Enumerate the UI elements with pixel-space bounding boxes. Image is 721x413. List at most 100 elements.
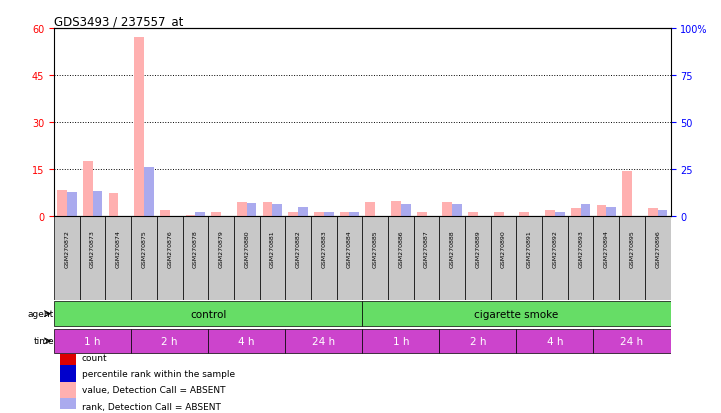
Bar [237, 203, 247, 217]
Bar [439, 329, 516, 353]
Bar [134, 38, 144, 217]
Bar [619, 217, 645, 300]
Bar [57, 190, 67, 217]
Bar [452, 204, 462, 217]
Text: 24 h: 24 h [621, 336, 644, 346]
Bar [542, 217, 568, 300]
Text: control: control [190, 309, 226, 319]
Bar [580, 204, 590, 217]
Bar [286, 217, 311, 300]
Bar [571, 209, 580, 217]
Text: agent: agent [28, 309, 54, 318]
Bar [606, 207, 616, 217]
Text: GSM270884: GSM270884 [347, 229, 352, 267]
Text: GSM270874: GSM270874 [116, 229, 121, 267]
Bar [80, 217, 105, 300]
Text: GSM270879: GSM270879 [218, 229, 224, 267]
Bar [516, 217, 542, 300]
Text: GSM270878: GSM270878 [193, 229, 198, 267]
Bar [144, 168, 154, 217]
Bar [61, 349, 76, 366]
Bar [363, 217, 388, 300]
Bar [593, 217, 619, 300]
Text: GSM270891: GSM270891 [527, 229, 532, 267]
Bar [247, 204, 257, 217]
Text: 24 h: 24 h [312, 336, 335, 346]
Text: GSM270895: GSM270895 [629, 229, 634, 267]
Bar [645, 217, 671, 300]
Bar [350, 212, 359, 217]
Bar [61, 366, 76, 382]
Bar [61, 398, 76, 413]
Bar [596, 206, 606, 217]
Bar [555, 212, 565, 217]
Text: percentile rank within the sample: percentile rank within the sample [81, 369, 235, 378]
Text: rank, Detection Call = ABSENT: rank, Detection Call = ABSENT [81, 402, 221, 411]
Bar [273, 204, 282, 217]
Bar [109, 193, 118, 217]
Bar [491, 217, 516, 300]
Bar [288, 212, 298, 217]
Bar [340, 212, 350, 217]
Bar [391, 201, 401, 217]
Bar [388, 217, 414, 300]
Bar [414, 217, 439, 300]
Bar [516, 329, 593, 353]
Bar [520, 212, 529, 217]
Text: time: time [33, 337, 54, 346]
Bar [92, 192, 102, 217]
Bar [54, 329, 131, 353]
Bar [131, 329, 208, 353]
Text: GSM270888: GSM270888 [450, 229, 455, 267]
Bar [61, 382, 76, 398]
Bar [593, 329, 671, 353]
Bar [337, 217, 363, 300]
Text: 2 h: 2 h [469, 336, 486, 346]
Text: GSM270889: GSM270889 [475, 229, 480, 267]
Bar [262, 203, 273, 217]
Bar [105, 217, 131, 300]
Text: 2 h: 2 h [162, 336, 178, 346]
Bar [54, 217, 80, 300]
Bar [182, 217, 208, 300]
Bar [658, 210, 668, 217]
Bar [311, 217, 337, 300]
Text: GSM270872: GSM270872 [64, 229, 69, 267]
Text: GSM270893: GSM270893 [578, 229, 583, 267]
Bar [443, 203, 452, 217]
Bar [366, 203, 375, 217]
Bar [260, 217, 286, 300]
Bar [67, 192, 76, 217]
Text: GSM270890: GSM270890 [501, 229, 506, 267]
Text: GSM270892: GSM270892 [552, 229, 557, 267]
Text: GSM270887: GSM270887 [424, 229, 429, 267]
Text: 4 h: 4 h [239, 336, 255, 346]
Bar [465, 217, 491, 300]
Bar [401, 204, 410, 217]
Bar [314, 212, 324, 217]
Bar [648, 209, 658, 217]
Bar [234, 217, 260, 300]
Bar [622, 171, 632, 217]
Text: count: count [81, 353, 107, 362]
Bar [324, 212, 334, 217]
Bar [211, 212, 221, 217]
Bar [131, 217, 157, 300]
Text: GSM270881: GSM270881 [270, 229, 275, 267]
Text: 1 h: 1 h [392, 336, 409, 346]
Bar [208, 217, 234, 300]
Text: GSM270894: GSM270894 [603, 229, 609, 267]
Bar [208, 329, 286, 353]
Bar [195, 212, 205, 217]
Text: GSM270883: GSM270883 [322, 229, 327, 267]
Text: GSM270880: GSM270880 [244, 229, 249, 267]
Bar [83, 162, 92, 217]
Bar [286, 329, 363, 353]
Bar [185, 215, 195, 217]
Bar [157, 217, 182, 300]
Bar [568, 217, 593, 300]
Bar [160, 211, 169, 217]
Bar [298, 207, 308, 217]
Text: value, Detection Call = ABSENT: value, Detection Call = ABSENT [81, 385, 226, 394]
Text: GSM270873: GSM270873 [90, 229, 95, 267]
